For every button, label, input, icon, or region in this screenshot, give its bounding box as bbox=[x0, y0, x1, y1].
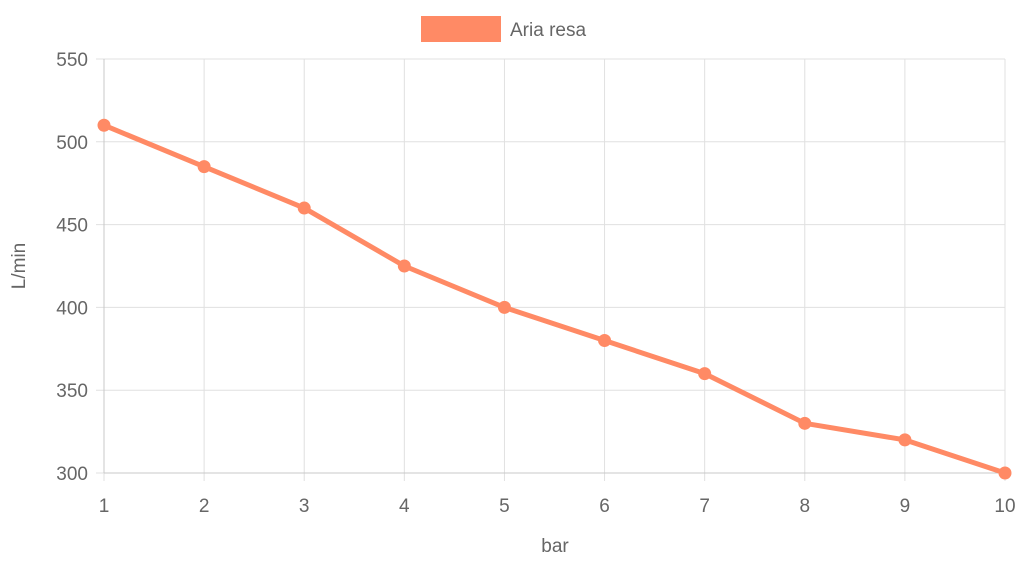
y-tick-label: 400 bbox=[56, 298, 88, 319]
y-axis-ticks: 550 500 450 400 350 300 bbox=[56, 50, 88, 485]
x-axis-ticks: 1 2 3 4 5 6 7 8 9 10 bbox=[99, 496, 1016, 517]
x-tick-label: 2 bbox=[199, 496, 210, 517]
y-tick-label: 450 bbox=[56, 216, 88, 237]
series-line bbox=[101, 122, 1008, 476]
y-tick-label: 550 bbox=[56, 50, 88, 71]
data-point[interactable] bbox=[397, 259, 411, 273]
legend-swatch bbox=[421, 16, 501, 42]
data-point[interactable] bbox=[497, 300, 511, 314]
y-axis-title: L/min bbox=[9, 243, 30, 289]
x-tick-label: 3 bbox=[299, 496, 310, 517]
series-layer bbox=[97, 118, 1012, 480]
axes bbox=[103, 59, 1005, 474]
data-point[interactable] bbox=[898, 433, 912, 447]
data-point[interactable] bbox=[297, 201, 311, 215]
data-point[interactable] bbox=[698, 367, 712, 381]
grid bbox=[96, 58, 1006, 481]
y-tick-label: 350 bbox=[56, 381, 88, 402]
data-point[interactable] bbox=[197, 160, 211, 174]
legend[interactable]: Aria resa bbox=[421, 16, 586, 42]
y-tick-label: 300 bbox=[56, 464, 88, 485]
x-tick-label: 9 bbox=[900, 496, 911, 517]
data-point[interactable] bbox=[798, 416, 812, 430]
x-tick-label: 4 bbox=[399, 496, 410, 517]
data-point[interactable] bbox=[598, 334, 612, 348]
legend-label: Aria resa bbox=[510, 20, 586, 41]
data-point[interactable] bbox=[998, 466, 1012, 480]
x-tick-label: 6 bbox=[599, 496, 610, 517]
x-tick-label: 7 bbox=[699, 496, 710, 517]
x-tick-label: 1 bbox=[99, 496, 110, 517]
x-tick-label: 10 bbox=[994, 496, 1015, 517]
x-axis-title: bar bbox=[541, 536, 569, 557]
x-tick-label: 8 bbox=[799, 496, 810, 517]
x-tick-label: 5 bbox=[499, 496, 510, 517]
y-tick-label: 500 bbox=[56, 133, 88, 154]
data-point[interactable] bbox=[97, 118, 111, 132]
